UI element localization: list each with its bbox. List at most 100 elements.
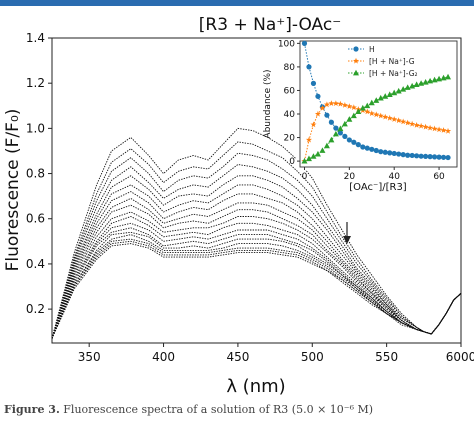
inset-x-axis-ticks: 0 20 40 60 bbox=[302, 167, 445, 182]
inset-data-point bbox=[346, 116, 353, 122]
inset-data-point bbox=[422, 123, 429, 130]
x-tick-label: 400 bbox=[152, 350, 175, 364]
inset-data-point bbox=[373, 111, 380, 118]
inset-data-point bbox=[368, 99, 375, 106]
y-tick-label: 1.2 bbox=[26, 76, 45, 90]
inset-data-point bbox=[346, 103, 353, 109]
inset-data-point bbox=[436, 126, 443, 133]
inset-data-point bbox=[413, 122, 420, 128]
y-tick-label: 0.4 bbox=[26, 257, 45, 271]
inset-data-point bbox=[355, 142, 361, 148]
inset-data-point bbox=[409, 152, 415, 159]
x-tick-label: 550 bbox=[375, 350, 398, 364]
inset-data-point bbox=[350, 112, 357, 119]
inset-data-point bbox=[337, 125, 344, 132]
inset-data-point bbox=[360, 144, 366, 150]
inset-data-point bbox=[400, 152, 406, 158]
inset-data-point bbox=[359, 104, 366, 111]
inset-data-point bbox=[369, 146, 375, 152]
inset-data-point bbox=[418, 80, 425, 86]
spectrum-curve-6 bbox=[51, 184, 462, 339]
inset-data-point bbox=[315, 93, 321, 99]
main-y-axis-label: Fluorescence (F/F₀) bbox=[3, 109, 23, 272]
inset-plot-frame bbox=[299, 40, 458, 168]
inset-data-point bbox=[418, 122, 425, 129]
inset-data-point bbox=[346, 137, 352, 143]
main-y-axis-ticks: 0.2 0.4 0.6 0.8 1.0 1.2 1.4 bbox=[26, 31, 52, 316]
inset-data-point bbox=[445, 154, 451, 161]
inset-legend: H [H + Na⁺]-G [H + Na⁺]-G₂ bbox=[348, 45, 418, 78]
x-tick-label: 500 bbox=[301, 350, 324, 364]
inset-data-point bbox=[364, 145, 370, 151]
inset-data-point bbox=[310, 153, 317, 159]
spectrum-curve-7 bbox=[51, 191, 462, 339]
legend-marker bbox=[353, 46, 359, 52]
inset-data-point bbox=[436, 75, 443, 82]
inset-data-point bbox=[440, 74, 447, 81]
inset-data-point bbox=[404, 119, 411, 126]
inset-data-point bbox=[323, 101, 330, 108]
inset-data-point bbox=[337, 130, 343, 136]
inset-data-point bbox=[306, 64, 312, 70]
inset-legend-item: [H + Na⁺]-G bbox=[348, 57, 415, 66]
inset-data-point bbox=[382, 149, 388, 155]
inset-data-point bbox=[427, 124, 434, 131]
inset-data-point bbox=[373, 97, 380, 103]
legend-label: [H + Na⁺]-G₂ bbox=[369, 69, 418, 78]
inset-data-point bbox=[350, 104, 357, 111]
inset-data-point bbox=[328, 100, 335, 106]
inset-data-point bbox=[422, 79, 429, 85]
inset-data-point bbox=[440, 127, 447, 133]
inset-data-point bbox=[364, 108, 371, 115]
inset-x-axis-label: [OAc⁻]/[R3] bbox=[349, 182, 407, 193]
inset-data-point bbox=[404, 84, 411, 90]
caption-prefix: Figure 3. bbox=[4, 403, 60, 416]
inset-data-point bbox=[364, 102, 371, 109]
top-accent-bar bbox=[0, 0, 474, 6]
inset-x-tick-label: 60 bbox=[433, 172, 445, 182]
inset-data-point bbox=[382, 93, 389, 99]
inset-data-point bbox=[382, 113, 389, 120]
inset-legend-item: [H + Na⁺]-G₂ bbox=[348, 69, 418, 78]
inset-data-point bbox=[319, 104, 326, 111]
main-plot-frame bbox=[51, 37, 462, 344]
inset-y-tick-label: 100 bbox=[278, 39, 295, 49]
inset-data-point bbox=[328, 136, 335, 143]
spectrum-curve-1 bbox=[51, 127, 462, 339]
y-tick-label: 1.0 bbox=[26, 121, 45, 135]
legend-label: H bbox=[369, 45, 375, 54]
legend-marker bbox=[353, 69, 359, 76]
inset-data-point bbox=[409, 120, 416, 127]
inset-data-point bbox=[440, 154, 447, 160]
inset-data-point bbox=[391, 89, 398, 96]
inset-data-point bbox=[386, 91, 393, 97]
inset-x-tick-label: 20 bbox=[344, 172, 356, 182]
spectrum-curve-15 bbox=[51, 234, 462, 339]
inset-data-point bbox=[305, 155, 312, 162]
inset-data-point bbox=[333, 125, 339, 131]
main-x-axis-ticks: 350 400 450 500 550 6000 bbox=[78, 343, 474, 364]
inset-legend-item: H bbox=[348, 45, 375, 54]
inset-data-point bbox=[423, 153, 429, 160]
inset-series-group bbox=[301, 40, 452, 164]
inset-series-3 bbox=[301, 73, 452, 164]
inset-data-point bbox=[405, 152, 411, 158]
inset-data-point bbox=[418, 153, 424, 159]
inset-data-point bbox=[445, 73, 452, 80]
y-tick-label: 0.8 bbox=[26, 167, 45, 181]
caption-text: Fluorescence spectra of a solution of R3… bbox=[63, 403, 374, 416]
inset-data-point bbox=[373, 147, 379, 154]
inset-data-point bbox=[337, 100, 344, 107]
spectrum-curve-8 bbox=[51, 197, 462, 339]
inset-y-tick-label: 0 bbox=[289, 157, 295, 167]
inset-data-point bbox=[368, 110, 375, 116]
spectrum-curve-13 bbox=[51, 227, 462, 339]
main-chart-title: [R3 + Na⁺]-OAc⁻ bbox=[199, 15, 341, 35]
inset-data-point bbox=[341, 120, 348, 127]
inset-y-tick-label: 60 bbox=[284, 86, 296, 96]
inset-data-point bbox=[323, 142, 330, 149]
legend-marker bbox=[353, 57, 359, 64]
legend-label: [H + Na⁺]-G bbox=[369, 57, 415, 66]
inset-data-point bbox=[328, 119, 334, 125]
